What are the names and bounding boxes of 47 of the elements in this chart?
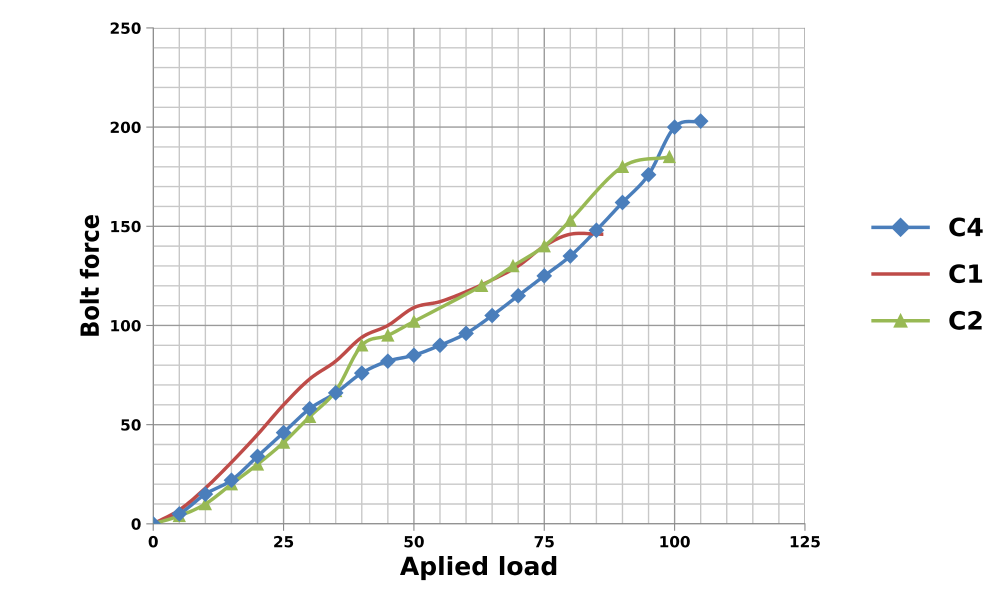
point — [172, 506, 187, 522]
point — [458, 326, 474, 341]
point — [614, 194, 630, 210]
point — [198, 486, 213, 502]
y-tick-label: 50 — [121, 419, 141, 431]
point — [640, 167, 656, 182]
x-tick-label: 75 — [534, 536, 554, 548]
y-tick-label: 100 — [111, 320, 141, 332]
point — [224, 472, 240, 488]
x-tick-label: 0 — [148, 536, 158, 548]
x-tick-label: 25 — [274, 536, 294, 548]
legend-label: C1 — [949, 264, 982, 284]
point — [562, 248, 578, 264]
legend-label: C4 — [949, 218, 983, 236]
point — [408, 315, 420, 328]
point — [380, 354, 396, 369]
y-tick-label: 250 — [110, 22, 141, 34]
legend-label: C2 — [949, 310, 982, 330]
point — [382, 329, 394, 342]
point — [356, 339, 368, 352]
point — [510, 288, 526, 304]
point — [663, 150, 676, 164]
point — [588, 222, 604, 238]
x-axis-title: Aplied load — [400, 556, 556, 580]
point — [276, 425, 292, 440]
point — [538, 240, 551, 252]
point — [693, 114, 708, 129]
point — [328, 385, 344, 400]
y-tick-label: 150 — [111, 220, 141, 232]
y-tick-label: 0 — [132, 518, 141, 530]
x-tick-label: 100 — [660, 536, 690, 548]
point — [432, 338, 448, 353]
point — [475, 280, 488, 292]
point — [302, 401, 318, 416]
point — [564, 214, 577, 227]
point — [484, 308, 500, 324]
point — [616, 160, 629, 174]
point — [406, 348, 422, 363]
point — [506, 260, 520, 272]
point — [354, 366, 370, 381]
x-tick-label: 125 — [790, 536, 820, 548]
point — [536, 268, 552, 284]
y-tick-label: 200 — [110, 122, 141, 134]
y-axis-title: Bolt force — [80, 215, 100, 336]
point — [667, 120, 682, 135]
x-tick-label: 50 — [404, 536, 424, 548]
point — [250, 448, 266, 464]
